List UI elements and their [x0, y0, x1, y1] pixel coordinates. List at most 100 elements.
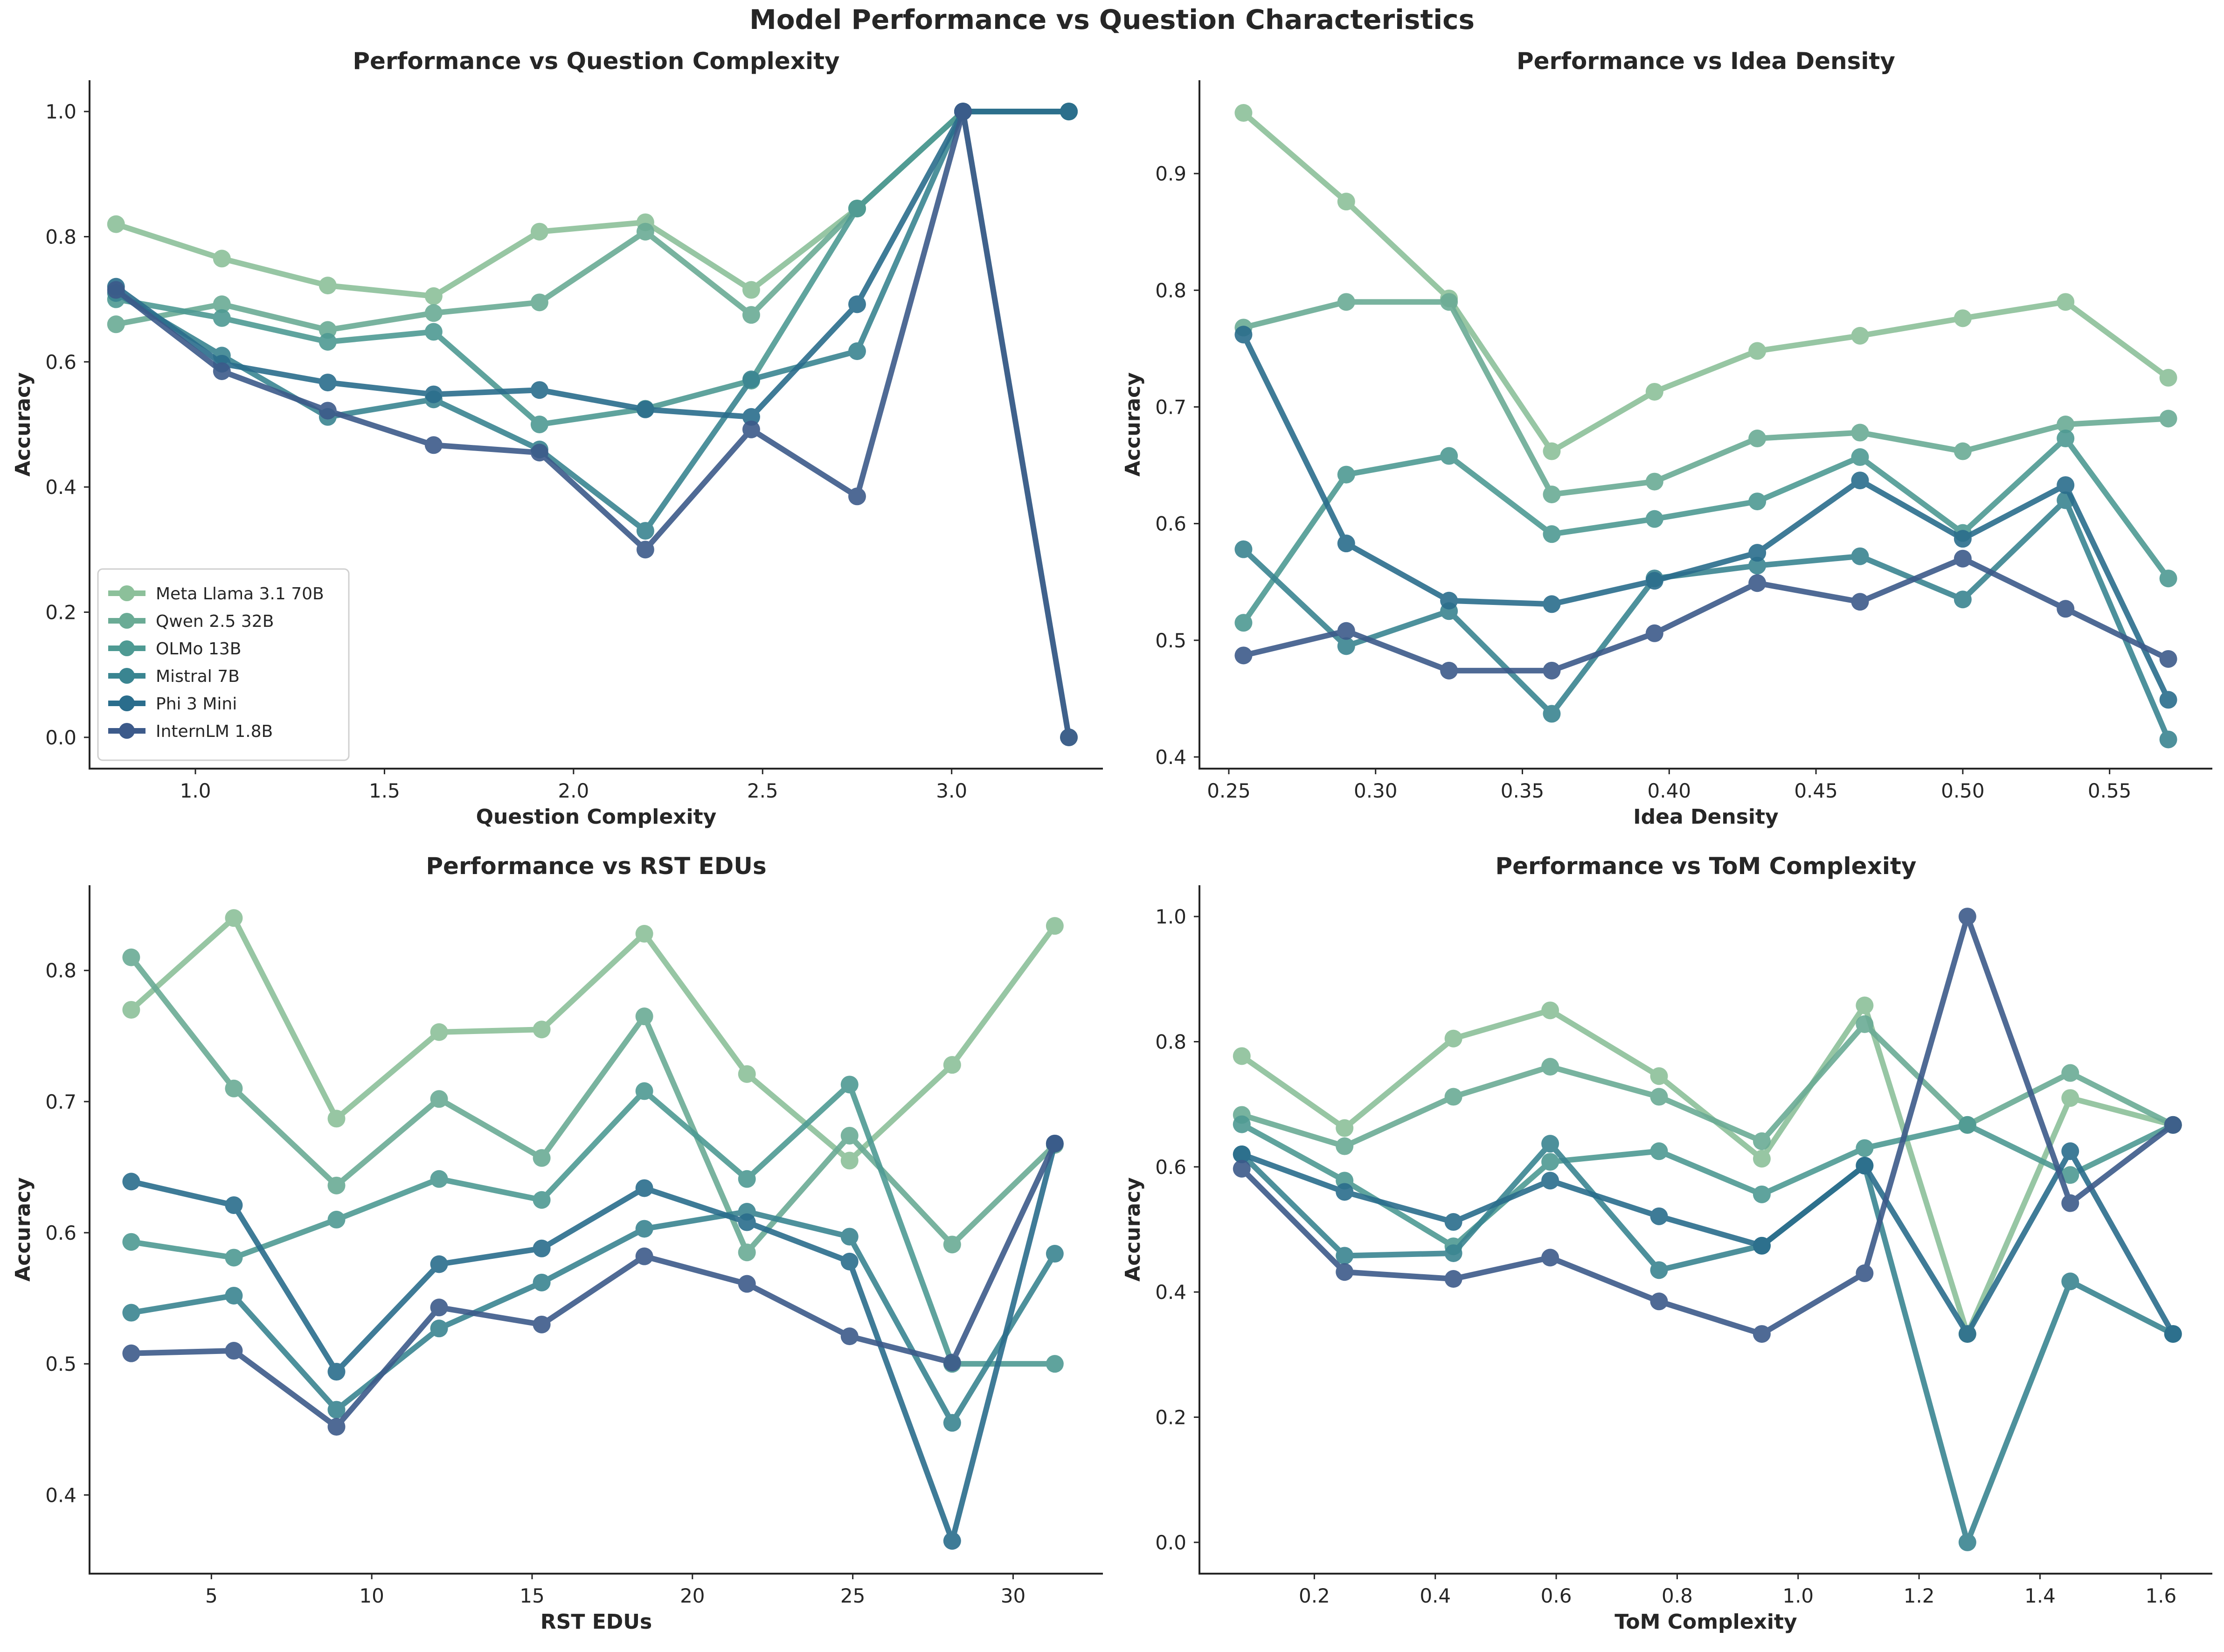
- data-point: [636, 222, 654, 241]
- data-point: [1851, 448, 1869, 466]
- x-axis-label: Question Complexity: [476, 805, 717, 829]
- series-5: [1234, 326, 2177, 709]
- data-point: [533, 1315, 551, 1333]
- x-tick-label: 2.5: [747, 779, 778, 802]
- data-point: [213, 295, 231, 313]
- data-point: [327, 1110, 346, 1128]
- x-tick-label: 20: [680, 1584, 705, 1607]
- series-line: [1240, 110, 2171, 454]
- x-tick-label: 5: [205, 1584, 218, 1607]
- data-point: [319, 374, 337, 392]
- x-axis-label: RST EDUs: [540, 1610, 652, 1634]
- y-axis-label: Accuracy: [1121, 372, 1145, 477]
- data-point: [1650, 1292, 1668, 1311]
- series-5: [1233, 1142, 2182, 1343]
- y-tick-label: 0.6: [45, 1222, 76, 1244]
- data-point: [122, 1304, 140, 1322]
- subplot-title: Performance vs Question Complexity: [353, 48, 839, 75]
- data-point: [1541, 1058, 1559, 1076]
- series-line: [1239, 1141, 2176, 1545]
- series-line: [1239, 1121, 2176, 1249]
- data-point: [848, 295, 866, 313]
- data-point: [1440, 447, 1458, 465]
- data-point: [738, 1213, 756, 1231]
- data-point: [1954, 549, 1972, 568]
- data-point: [225, 1342, 243, 1360]
- data-point: [533, 1020, 551, 1039]
- data-point: [635, 1007, 653, 1026]
- y-tick-label: 0.4: [45, 1484, 76, 1506]
- data-point: [530, 293, 548, 312]
- data-point: [2164, 1325, 2182, 1343]
- y-tick-label: 0.6: [1155, 1156, 1186, 1179]
- data-point: [319, 277, 337, 295]
- x-tick-label: 25: [840, 1584, 865, 1607]
- data-point: [1958, 1325, 1976, 1343]
- y-tick-label: 0.4: [45, 476, 76, 499]
- data-point: [1856, 1264, 1874, 1282]
- data-point: [636, 400, 654, 418]
- data-point: [1748, 556, 1767, 575]
- data-point: [742, 306, 760, 324]
- data-point: [1234, 104, 1253, 122]
- series-line: [1240, 299, 2171, 498]
- data-point: [1337, 193, 1355, 211]
- series-6: [122, 1134, 1064, 1436]
- series-2: [122, 948, 1064, 1262]
- legend-swatch-marker: [119, 723, 135, 739]
- data-point: [1650, 1067, 1668, 1085]
- axis-spines: [1199, 885, 2212, 1575]
- data-point: [424, 287, 443, 305]
- data-point: [2061, 1272, 2079, 1291]
- data-point: [635, 925, 653, 943]
- y-axis-label: Accuracy: [11, 372, 35, 477]
- legend-swatch-marker: [119, 585, 135, 601]
- legend-swatch-marker: [119, 613, 135, 629]
- legend-swatch-marker: [119, 695, 135, 711]
- data-point: [1541, 1249, 1559, 1267]
- x-tick-label: 0.55: [2088, 779, 2132, 802]
- data-point: [1748, 430, 1767, 448]
- x-axis-label: Idea Density: [1633, 805, 1778, 829]
- data-point: [213, 309, 231, 327]
- data-point: [943, 1236, 961, 1254]
- data-point: [1233, 1115, 1251, 1133]
- data-point: [848, 200, 866, 218]
- data-point: [1337, 465, 1355, 484]
- data-point: [1645, 382, 1663, 401]
- data-point: [1336, 1263, 1354, 1281]
- y-tick-label: 0.7: [1155, 396, 1186, 418]
- data-point: [1543, 705, 1561, 723]
- series-4: [122, 1203, 1064, 1432]
- x-tick-label: 15: [520, 1584, 544, 1607]
- x-tick-label: 1.5: [369, 779, 400, 802]
- data-point: [1851, 423, 1869, 442]
- data-point: [1234, 646, 1253, 665]
- series-1: [122, 909, 1064, 1170]
- data-point: [430, 1170, 448, 1188]
- data-point: [430, 1090, 448, 1108]
- data-point: [327, 1363, 346, 1381]
- data-point: [1753, 1325, 1771, 1343]
- y-tick-label: 0.8: [45, 225, 76, 248]
- series-line: [128, 915, 1058, 1164]
- subplot-2: Performance vs Idea Density 0.25 0.30 0.35 0…: [1121, 48, 2212, 829]
- y-tick-label: 0.8: [1155, 1030, 1186, 1053]
- y-tick-label: 0.2: [1155, 1406, 1186, 1429]
- data-point: [1753, 1236, 1771, 1255]
- data-point: [2159, 569, 2177, 588]
- data-point: [2057, 476, 2075, 494]
- data-point: [738, 1243, 756, 1262]
- data-point: [1233, 1145, 1251, 1163]
- data-point: [1958, 908, 1976, 926]
- x-tick-label: 0.25: [1207, 779, 1251, 802]
- data-point: [943, 1354, 961, 1372]
- data-point: [1856, 1157, 1874, 1175]
- x-tick-label: 0.4: [1420, 1584, 1451, 1607]
- data-point: [1851, 472, 1869, 490]
- data-point: [1541, 1172, 1559, 1190]
- data-point: [107, 215, 125, 233]
- data-point: [1336, 1119, 1354, 1137]
- data-point: [2061, 1142, 2079, 1160]
